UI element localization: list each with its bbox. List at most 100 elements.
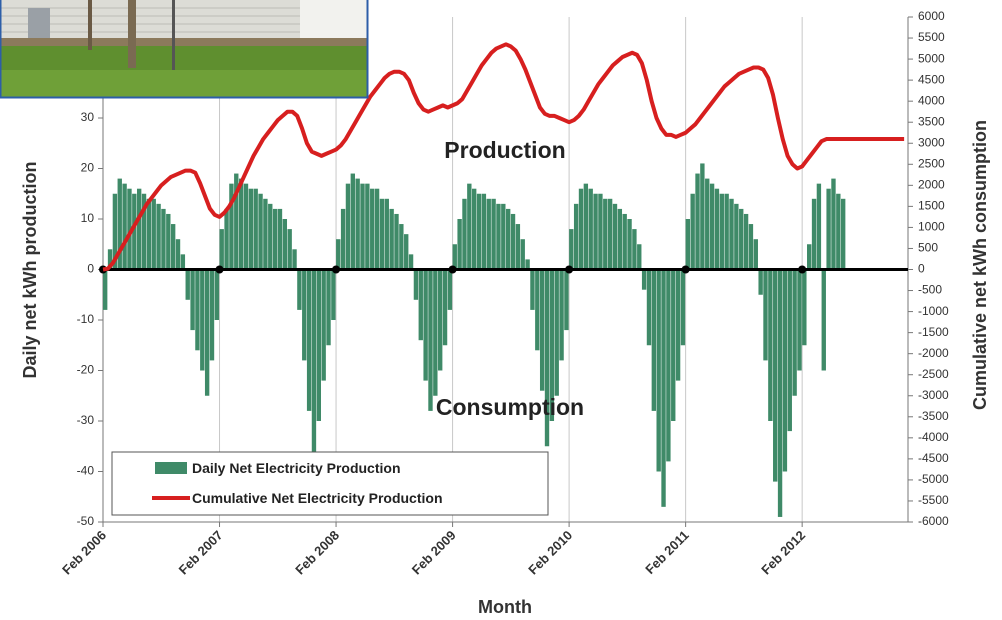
bar [836, 193, 841, 270]
y-tick-label: -40 [77, 464, 95, 478]
bar [136, 188, 142, 270]
bar [666, 269, 671, 462]
y2-tick-label: 6000 [918, 9, 945, 23]
bar [204, 269, 210, 396]
bar [491, 198, 496, 270]
x-axis-title: Month [478, 597, 532, 617]
bar [748, 224, 754, 270]
bar [729, 198, 734, 270]
bar [156, 203, 161, 270]
bar [306, 269, 312, 411]
y2-tick-label: 4000 [918, 93, 945, 107]
bar [734, 203, 739, 270]
bar [243, 183, 249, 270]
bar [656, 269, 661, 472]
photo-trunk [128, 0, 136, 68]
bar [161, 208, 166, 270]
bar [549, 269, 555, 421]
zero-dot [215, 265, 224, 274]
bar [350, 173, 355, 270]
legend-swatch [155, 462, 187, 474]
bar [782, 269, 788, 472]
bar [195, 269, 200, 351]
bar [724, 193, 729, 270]
bar [641, 269, 647, 290]
y-tick-label: -10 [77, 312, 95, 326]
bar [292, 249, 297, 270]
y2-tick-label: -4500 [918, 451, 949, 465]
bar [510, 213, 516, 270]
bar [166, 213, 171, 270]
bar [564, 269, 569, 331]
bar [316, 269, 322, 421]
bar [481, 193, 487, 270]
bar [719, 193, 724, 270]
bar [442, 269, 448, 346]
bar [263, 198, 268, 270]
bar [438, 269, 443, 371]
bar [146, 198, 152, 270]
bar [423, 269, 428, 381]
y2-tick-label: -500 [918, 283, 942, 297]
bar [802, 269, 807, 346]
bar [190, 269, 195, 331]
bar [569, 229, 574, 270]
y-tick-label: -20 [77, 363, 95, 377]
bar [151, 198, 156, 270]
bar [632, 229, 637, 270]
bar [675, 269, 681, 381]
bar [321, 269, 326, 381]
bar [471, 188, 477, 270]
bar [345, 183, 351, 270]
bar [336, 239, 341, 270]
bar [554, 269, 559, 396]
bar [627, 219, 632, 270]
bar [515, 224, 521, 270]
bar [272, 208, 278, 270]
bar [374, 188, 380, 270]
legend-label: Daily Net Electricity Production [192, 460, 401, 476]
y-tick-label: 0 [87, 262, 94, 276]
bar [739, 208, 744, 270]
bar [496, 203, 501, 270]
bar [394, 213, 399, 270]
bar [340, 208, 346, 270]
bar [117, 178, 122, 270]
bar [573, 203, 579, 270]
bar [583, 183, 589, 270]
bar [690, 193, 695, 270]
bar [695, 173, 700, 270]
y2-tick-label: 2500 [918, 156, 945, 170]
photo-soil [0, 38, 368, 48]
y-tick-label: 30 [81, 110, 95, 124]
bar [277, 208, 283, 270]
bar [651, 269, 657, 411]
bar [705, 178, 710, 270]
bar [505, 208, 511, 270]
y2-tick-label: 1000 [918, 220, 945, 234]
bar [661, 269, 666, 507]
bar [418, 269, 423, 341]
y-axis-title: Daily net kWh production [20, 161, 40, 378]
bar [462, 198, 467, 270]
bar [821, 269, 826, 371]
y2-tick-label: -4000 [918, 430, 949, 444]
y-tick-label: 20 [81, 161, 95, 175]
bar [229, 183, 234, 270]
y2-tick-label: -1500 [918, 325, 949, 339]
bar [311, 269, 317, 457]
bar [122, 183, 127, 270]
legend-label: Cumulative Net Electricity Production [192, 490, 443, 506]
bar [326, 269, 331, 346]
bar [399, 224, 404, 270]
bar [132, 193, 137, 270]
bar [797, 269, 802, 371]
y2-axis-title: Cumulative net kWh consumption [970, 120, 990, 410]
x-tick-label: Feb 2006 [59, 528, 109, 578]
bar [457, 219, 462, 270]
bar [700, 163, 705, 270]
photo-grass-light [0, 70, 368, 98]
bar [209, 269, 215, 361]
bar [671, 269, 676, 421]
